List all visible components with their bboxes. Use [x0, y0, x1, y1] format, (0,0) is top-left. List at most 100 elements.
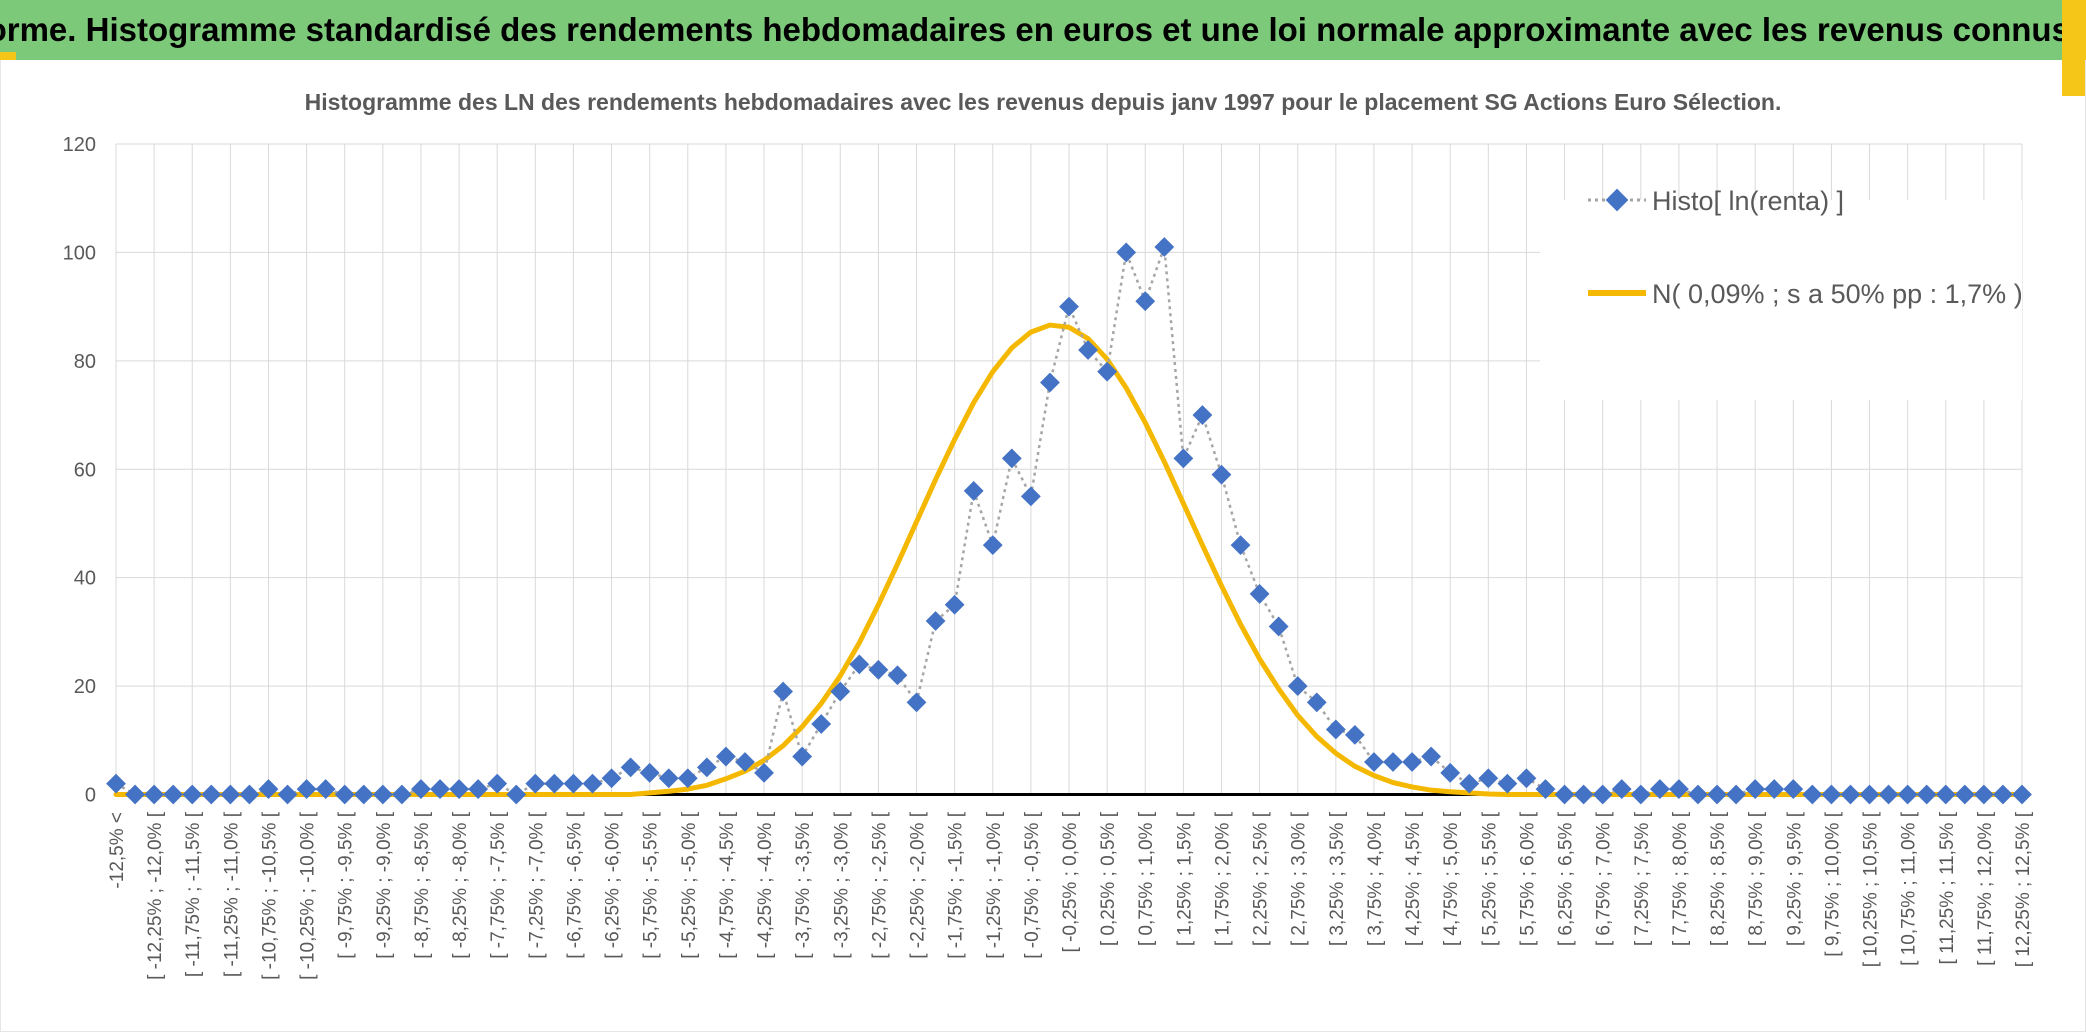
histo-point: [163, 784, 184, 805]
x-tick-label: [ 4,75% ; 5,0% [: [1441, 811, 1462, 946]
x-tick-label: [ 10,75% ; 11,0% [: [1899, 811, 1920, 966]
x-tick-label: [ -10,75% ; -10,5% [: [259, 811, 280, 980]
x-tick-label: [ -6,25% ; -6,0% [: [603, 811, 624, 959]
histo-point: [1840, 784, 1861, 805]
histo-point: [1001, 448, 1022, 469]
page-title-banner: ADAM Informe. Histogramme standardisé de…: [0, 0, 2086, 60]
histo-point: [125, 784, 145, 805]
histo-point: [1783, 779, 1804, 799]
y-tick-label: 80: [74, 351, 96, 373]
histo-point: [811, 714, 832, 734]
y-axis-ticks: 0 20 40 60 80 100 120: [63, 134, 96, 807]
x-tick-label: [ -11,75% ; -11,5% [: [183, 811, 204, 977]
histo-point: [1268, 616, 1289, 637]
histo-point: [1249, 584, 1270, 604]
histo-point: [1592, 784, 1613, 805]
histo-point: [1116, 242, 1137, 263]
histo-point: [1325, 719, 1346, 740]
x-tick-label: [ -3,75% ; -3,5% [: [793, 811, 814, 959]
x-tick-label: [ 7,75% ; 8,0% [: [1670, 811, 1691, 946]
x-tick-label: [ -7,75% ; -7,5% [: [488, 811, 509, 959]
histo-point: [1097, 361, 1118, 382]
chart-title: Histogramme des LN des rendements hebdom…: [305, 89, 1782, 115]
histo-point: [906, 692, 927, 713]
x-tick-label: [ 0,25% ; 0,5% [: [1098, 811, 1119, 946]
x-tick-label: [ -7,25% ; -7,0% [: [526, 811, 547, 959]
histo-point: [696, 757, 717, 778]
histo-point: [239, 784, 260, 805]
x-tick-label: [ -5,25% ; -5,0% [: [679, 811, 700, 959]
histo-point: [1611, 779, 1632, 799]
histo-point: [1649, 779, 1670, 799]
x-tick-label: [ 9,75% ; 10,0% [: [1822, 811, 1843, 956]
x-tick-label: [ -2,75% ; -2,5% [: [869, 811, 890, 959]
page-title: ADAM Informe. Histogramme standardisé de…: [0, 11, 2086, 48]
histo-point: [1421, 746, 1442, 767]
histo-point: [1230, 535, 1251, 556]
histo-point: [1020, 486, 1041, 507]
x-tick-label: [ 3,75% ; 4,0% [: [1365, 811, 1386, 946]
histo-point: [658, 768, 679, 789]
histo-point: [1364, 752, 1384, 772]
x-tick-label: [ -10,25% ; -10,0% [: [298, 811, 319, 980]
legend: Histo[ ln(renta) ] N( 0,09% ; s a 50% pp…: [1540, 186, 2023, 400]
histo-point: [1497, 773, 1518, 794]
x-tick-label: [ -2,25% ; -2,0% [: [908, 811, 929, 959]
x-tick-label: [ -3,25% ; -3,0% [: [831, 811, 852, 959]
histo-point: [1040, 372, 1060, 393]
x-tick-label: [ -4,25% ; -4,0% [: [755, 811, 776, 959]
histo-point: [1878, 784, 1899, 805]
histo-point: [1726, 784, 1746, 805]
accent-bar-left: [0, 52, 16, 60]
histo-point: [1916, 784, 1937, 805]
histo-point: [1478, 768, 1499, 789]
x-tick-label: [ -5,75% ; -5,5% [: [641, 811, 662, 959]
y-tick-label: 60: [74, 459, 96, 481]
x-tick-label: [ -6,75% ; -6,5% [: [564, 811, 585, 959]
histo-point: [372, 784, 393, 805]
x-tick-label: [ 5,25% ; 5,5% [: [1479, 811, 1500, 946]
histo-point: [1173, 448, 1194, 469]
histo-point: [677, 768, 698, 789]
x-tick-label: [ 3,25% ; 3,5% [: [1327, 811, 1348, 946]
y-tick-label: 20: [74, 676, 96, 698]
y-tick-label: 100: [63, 242, 96, 264]
histogram-chart: Histogramme des LN des rendements hebdom…: [63, 89, 2034, 980]
x-tick-label: [ 12,25% ; 12,5% [: [2013, 811, 2034, 967]
legend-normal-label: N( 0,09% ; s a 50% pp : 1,7% ): [1652, 279, 2023, 309]
histo-point: [1802, 784, 1823, 805]
histo-point: [544, 773, 565, 794]
histo-point: [506, 784, 527, 805]
x-tick-label: [ 0,75% ; 1,0% [: [1136, 811, 1157, 946]
histo-point: [1630, 784, 1651, 805]
histo-point: [582, 773, 603, 794]
histo-point: [1287, 676, 1308, 696]
x-tick-label: [ -0,75% ; -0,5% [: [1022, 811, 1043, 959]
histo-point: [1973, 784, 1994, 805]
y-tick-label: 120: [63, 134, 96, 156]
x-tick-label: [ 1,25% ; 1,5% [: [1174, 811, 1195, 946]
histo-point: [1859, 784, 1880, 805]
histo-point: [1154, 237, 1175, 257]
histo-point: [601, 768, 622, 789]
x-tick-label: [ -0,25% ; 0,0% [: [1060, 811, 1081, 952]
histo-point: [1688, 784, 1708, 805]
histo-point: [868, 659, 889, 680]
x-tick-label: [ 8,25% ; 8,5% [: [1708, 811, 1729, 946]
y-tick-label: 0: [85, 785, 96, 807]
histo-point: [982, 535, 1003, 556]
histo-point: [887, 665, 908, 686]
histo-point: [849, 654, 870, 675]
histo-point: [1935, 784, 1956, 805]
x-tick-label: [ -12,25% ; -12,0% [: [145, 811, 166, 980]
histo-point: [201, 784, 222, 805]
histo-point: [277, 784, 298, 805]
histo-point: [1535, 779, 1556, 799]
legend-background: [1540, 200, 2022, 400]
legend-histo-label: Histo[ ln(renta) ]: [1652, 186, 1844, 216]
histo-point: [1192, 405, 1213, 425]
histo-point: [220, 784, 241, 805]
x-tick-label: [ 8,75% ; 9,0% [: [1746, 811, 1767, 946]
histo-point: [1059, 296, 1079, 317]
x-tick-label: [ 11,75% ; 12,0% [: [1975, 811, 1996, 966]
